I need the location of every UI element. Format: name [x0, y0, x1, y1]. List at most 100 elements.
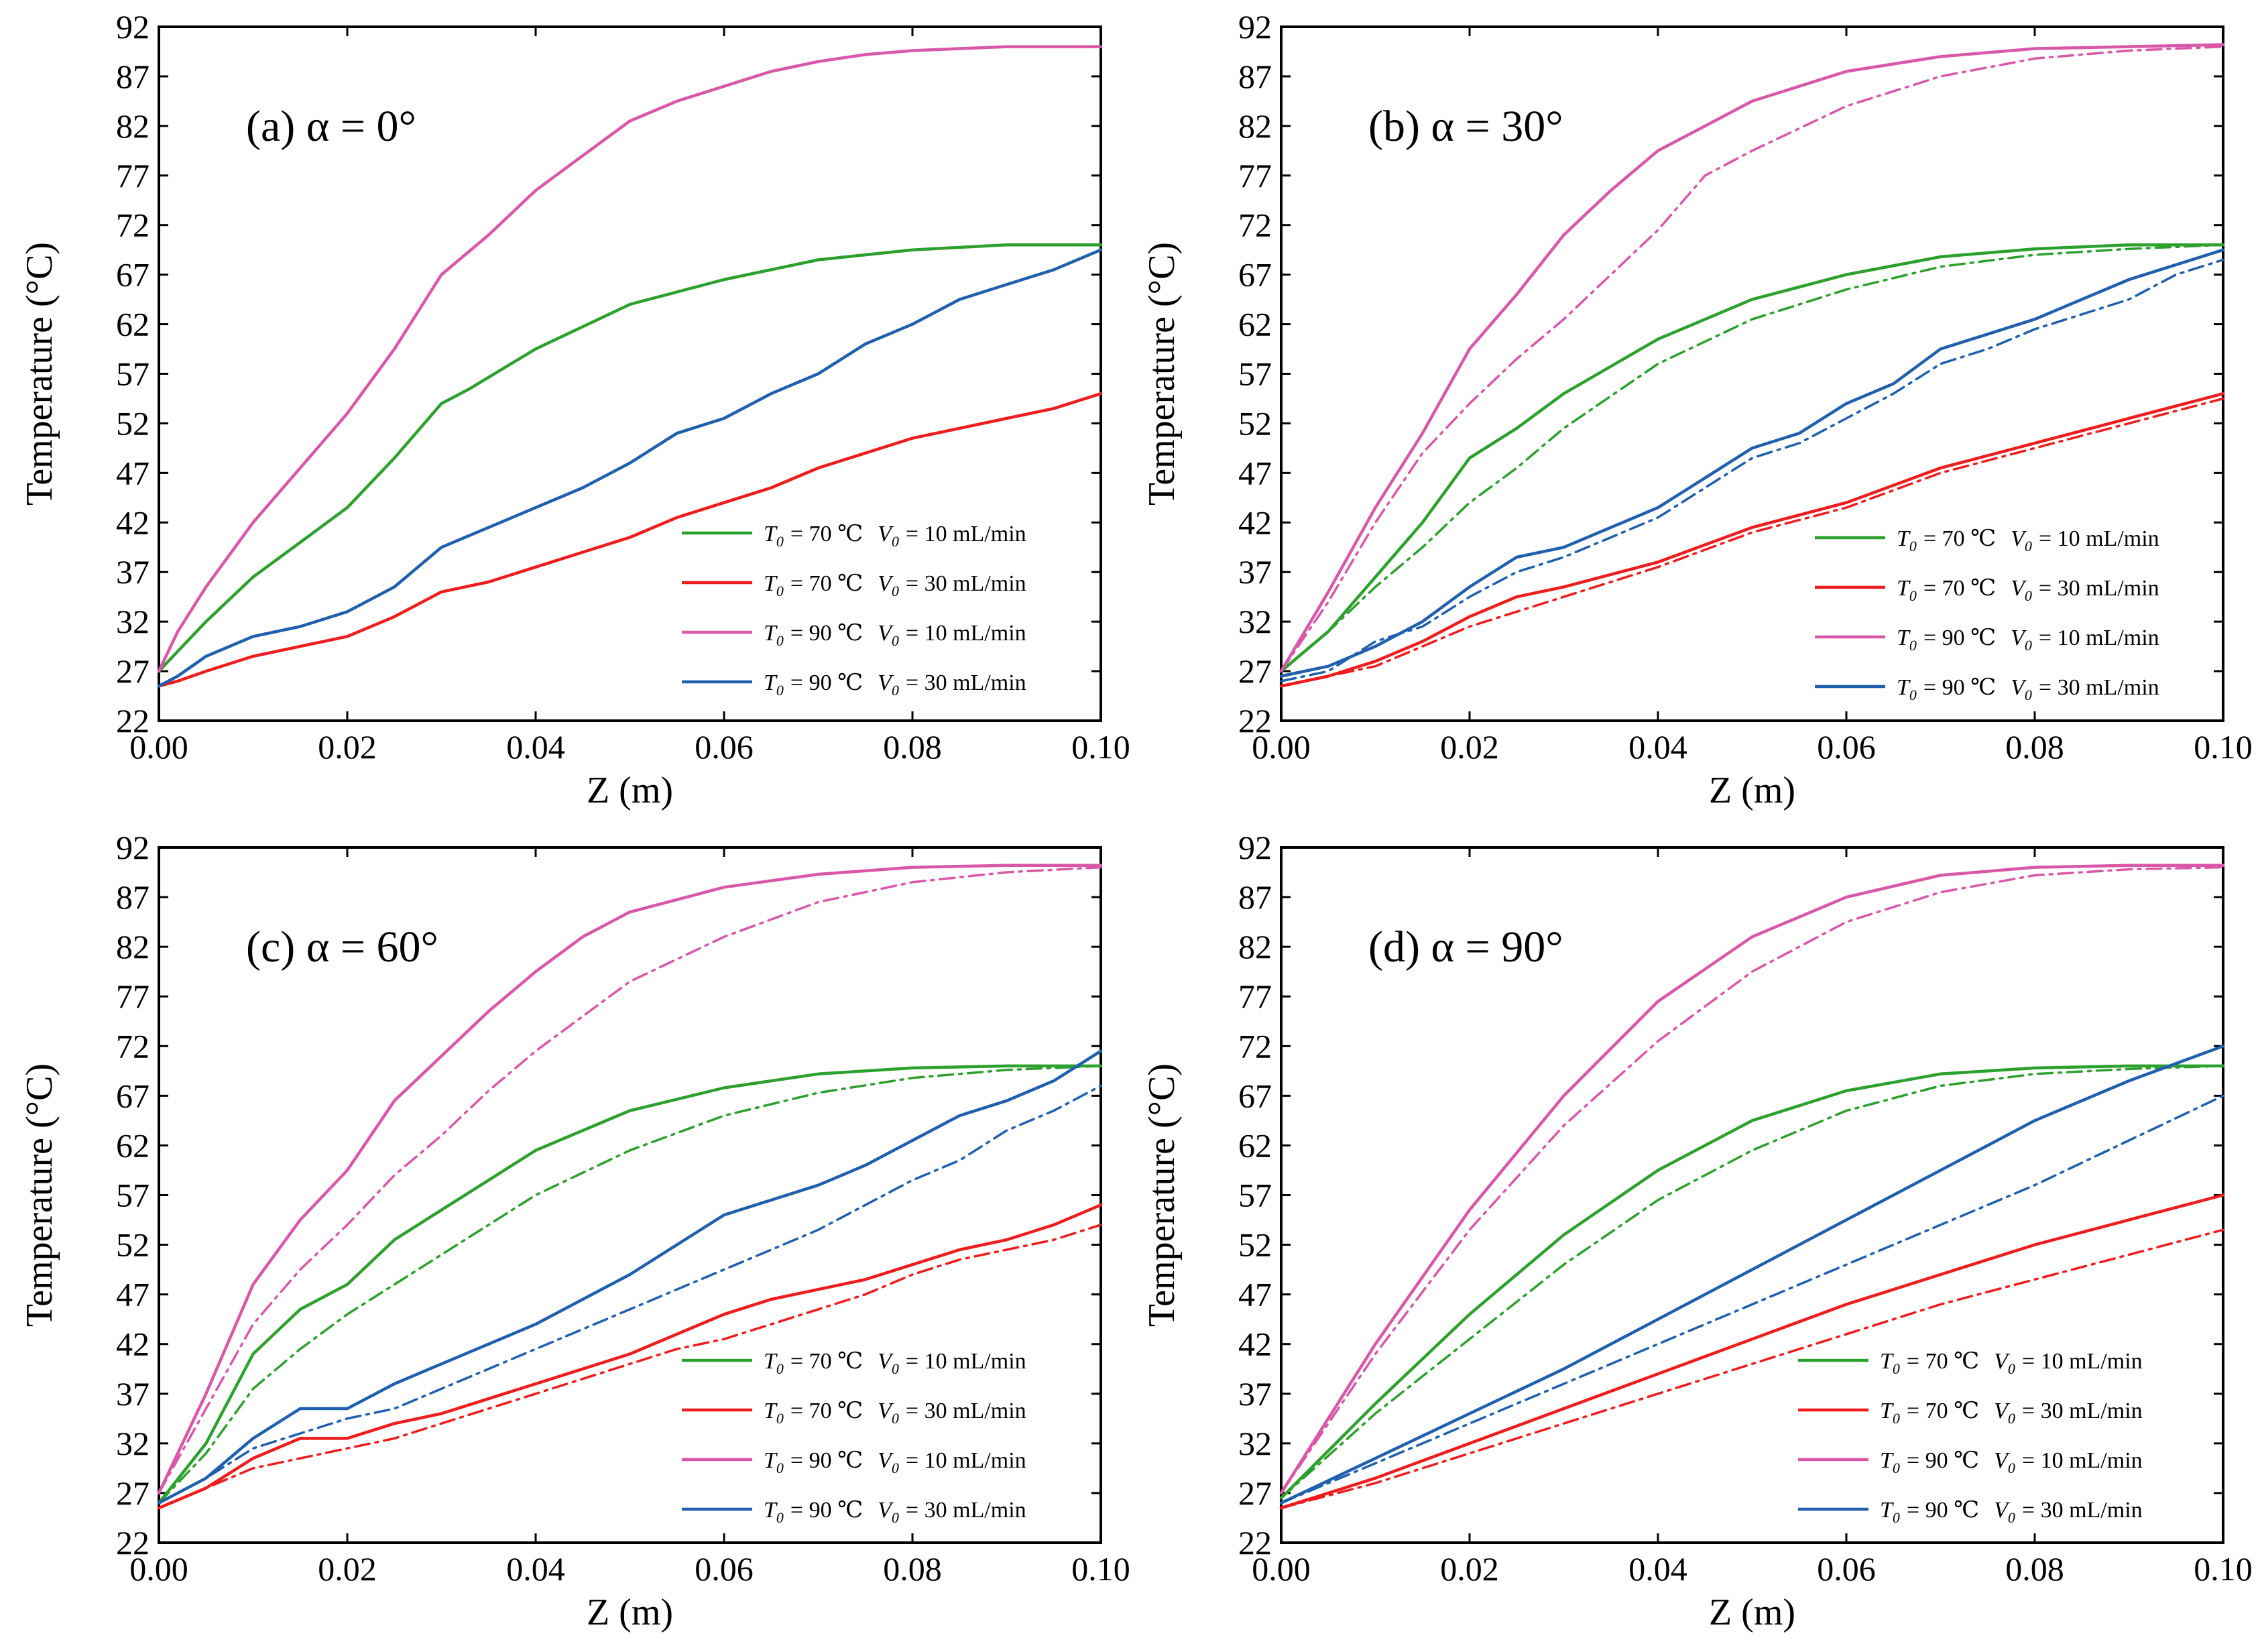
legend-vval: = 30 mL/min: [2039, 675, 2159, 700]
y-tick-label: 32: [1238, 1425, 1272, 1462]
y-tick-label: 92: [1238, 829, 1272, 866]
legend-label: T0 = 70 ℃ V0 = 10 mL/min: [1880, 1349, 2143, 1377]
panel-d: 22 27 32 37 42 47 52 57 62 67 72 77 82 87 92 0.00 0.02 0.…: [1141, 829, 2253, 1633]
legend-vsub: 0: [2025, 587, 2032, 604]
legend-t: T: [764, 1399, 778, 1423]
panel-title: (d) α = 90°: [1368, 923, 1563, 971]
series-line: [1280, 243, 2224, 672]
y-tick-label: 72: [116, 206, 150, 244]
series-line: [157, 1049, 1103, 1504]
x-axis-title: Z (m): [587, 770, 673, 811]
legend-tval: = 90 ℃: [790, 621, 863, 646]
legend-vval: = 10 mL/min: [2039, 526, 2159, 551]
legend-vsub: 0: [2008, 1460, 2015, 1476]
y-tick-label: 47: [116, 454, 150, 491]
y-tick-label: 37: [116, 1375, 150, 1413]
x-tick-label: 0.00: [129, 1550, 188, 1588]
legend-label: T0 = 90 ℃ V0 = 10 mL/min: [1897, 626, 2159, 654]
legend-t: T: [1880, 1498, 1894, 1523]
legend-tsub: 0: [776, 1410, 784, 1427]
series-line: [157, 243, 1103, 673]
series-line: [157, 864, 1103, 1495]
y-tick-label: 87: [1238, 58, 1272, 95]
y-tick-label: 72: [1238, 206, 1272, 244]
y-tick-label: 42: [116, 1325, 150, 1363]
legend-vval: = 10 mL/min: [2039, 626, 2159, 650]
legend-tsub: 0: [776, 583, 784, 599]
legend-label: T0 = 90 ℃ V0 = 30 mL/min: [1897, 675, 2159, 703]
y-tick-label: 37: [1238, 1375, 1272, 1413]
legend-label: T0 = 90 ℃ V0 = 10 mL/min: [764, 621, 1026, 649]
legend-tval: = 90 ℃: [1923, 626, 1996, 650]
x-tick-label: 0.02: [1440, 1550, 1499, 1588]
legend-tval: = 90 ℃: [1923, 675, 1996, 700]
legend-vval: = 10 mL/min: [2022, 1448, 2143, 1473]
series-line: [158, 866, 1102, 1494]
series-line: [157, 392, 1103, 688]
x-axis-title: Z (m): [1709, 1592, 1795, 1633]
legend-vval: = 30 mL/min: [2039, 576, 2159, 601]
legend-label: T0 = 70 ℃ V0 = 30 mL/min: [1897, 576, 2159, 604]
x-tick-label: 0.10: [1071, 1550, 1130, 1588]
y-tick-label: 37: [1238, 553, 1272, 591]
legend-t: T: [1897, 526, 1911, 551]
x-tick-label: 0.06: [1817, 1550, 1876, 1588]
legend-vval: = 30 mL/min: [906, 1399, 1026, 1423]
y-tick-label: 67: [1238, 1077, 1272, 1114]
legend-vsub: 0: [2025, 637, 2032, 654]
x-tick-label: 0.08: [2005, 1550, 2064, 1588]
x-tick-label: 0.00: [129, 728, 188, 766]
x-tick-label: 0.04: [506, 1550, 565, 1588]
series-line: [1280, 397, 2224, 688]
legend-tval: = 70 ℃: [1923, 526, 1996, 551]
legend-t: T: [1897, 626, 1911, 650]
legend-label: T0 = 90 ℃ V0 = 30 mL/min: [764, 1498, 1026, 1526]
y-tick-label: 77: [1238, 978, 1272, 1015]
y-axis-title: Temperature (°C): [19, 242, 60, 506]
y-tick-label: 57: [116, 1177, 150, 1214]
series-line: [1279, 1064, 2225, 1500]
series-line: [158, 1065, 1102, 1504]
series-line: [1279, 243, 2225, 673]
x-tick-label: 0.10: [1071, 728, 1130, 766]
legend-label: T0 = 90 ℃ V0 = 30 mL/min: [764, 670, 1026, 699]
legend-tsub: 0: [776, 1460, 784, 1476]
legend-vsub: 0: [892, 682, 899, 699]
y-tick-label: 67: [1238, 256, 1272, 294]
legend-tsub: 0: [1909, 687, 1917, 703]
series-line: [1280, 258, 2224, 683]
legend-vval: = 10 mL/min: [906, 1448, 1026, 1473]
legend-vval: = 30 mL/min: [2022, 1498, 2143, 1523]
legend-vsub: 0: [892, 1460, 899, 1476]
legend-tval: = 90 ℃: [1907, 1498, 1979, 1523]
legend-tsub: 0: [1893, 1410, 1900, 1427]
y-tick-label: 27: [116, 1474, 150, 1512]
legend-t: T: [764, 1498, 778, 1523]
legend-vsub: 0: [2008, 1509, 2015, 1526]
legend-vsub: 0: [2025, 538, 2032, 554]
legend-label: T0 = 70 ℃ V0 = 30 mL/min: [764, 571, 1026, 599]
y-tick-label: 47: [1238, 1276, 1272, 1313]
y-tick-label: 62: [1238, 306, 1272, 343]
y-tick-label: 82: [116, 107, 150, 145]
y-tick-label: 52: [1238, 404, 1272, 442]
legend-t: T: [764, 571, 778, 596]
x-tick-label: 0.00: [1252, 1550, 1311, 1588]
y-axis-title: Temperature (°C): [19, 1063, 60, 1327]
legend-label: T0 = 70 ℃ V0 = 30 mL/min: [1880, 1399, 2143, 1427]
y-tick-label: 22: [116, 1524, 150, 1561]
x-tick-label: 0.10: [2194, 728, 2253, 766]
y-tick-label: 92: [116, 8, 150, 46]
y-tick-label: 52: [116, 404, 150, 442]
legend-tsub: 0: [1909, 587, 1917, 604]
series-line: [1279, 392, 2225, 688]
series-line: [1280, 45, 2224, 672]
y-tick-label: 27: [116, 652, 150, 690]
series-line: [1280, 866, 2224, 1494]
y-tick-label: 87: [1238, 878, 1272, 916]
legend-tsub: 0: [1893, 1360, 1900, 1377]
series-line: [1279, 864, 2225, 1495]
x-tick-label: 0.04: [1628, 728, 1687, 766]
legend-t: T: [764, 522, 778, 546]
y-tick-label: 57: [116, 355, 150, 393]
